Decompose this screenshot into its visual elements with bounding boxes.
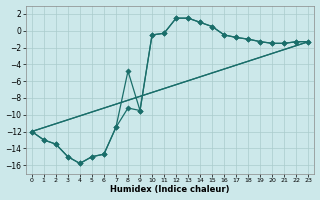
X-axis label: Humidex (Indice chaleur): Humidex (Indice chaleur): [110, 185, 230, 194]
